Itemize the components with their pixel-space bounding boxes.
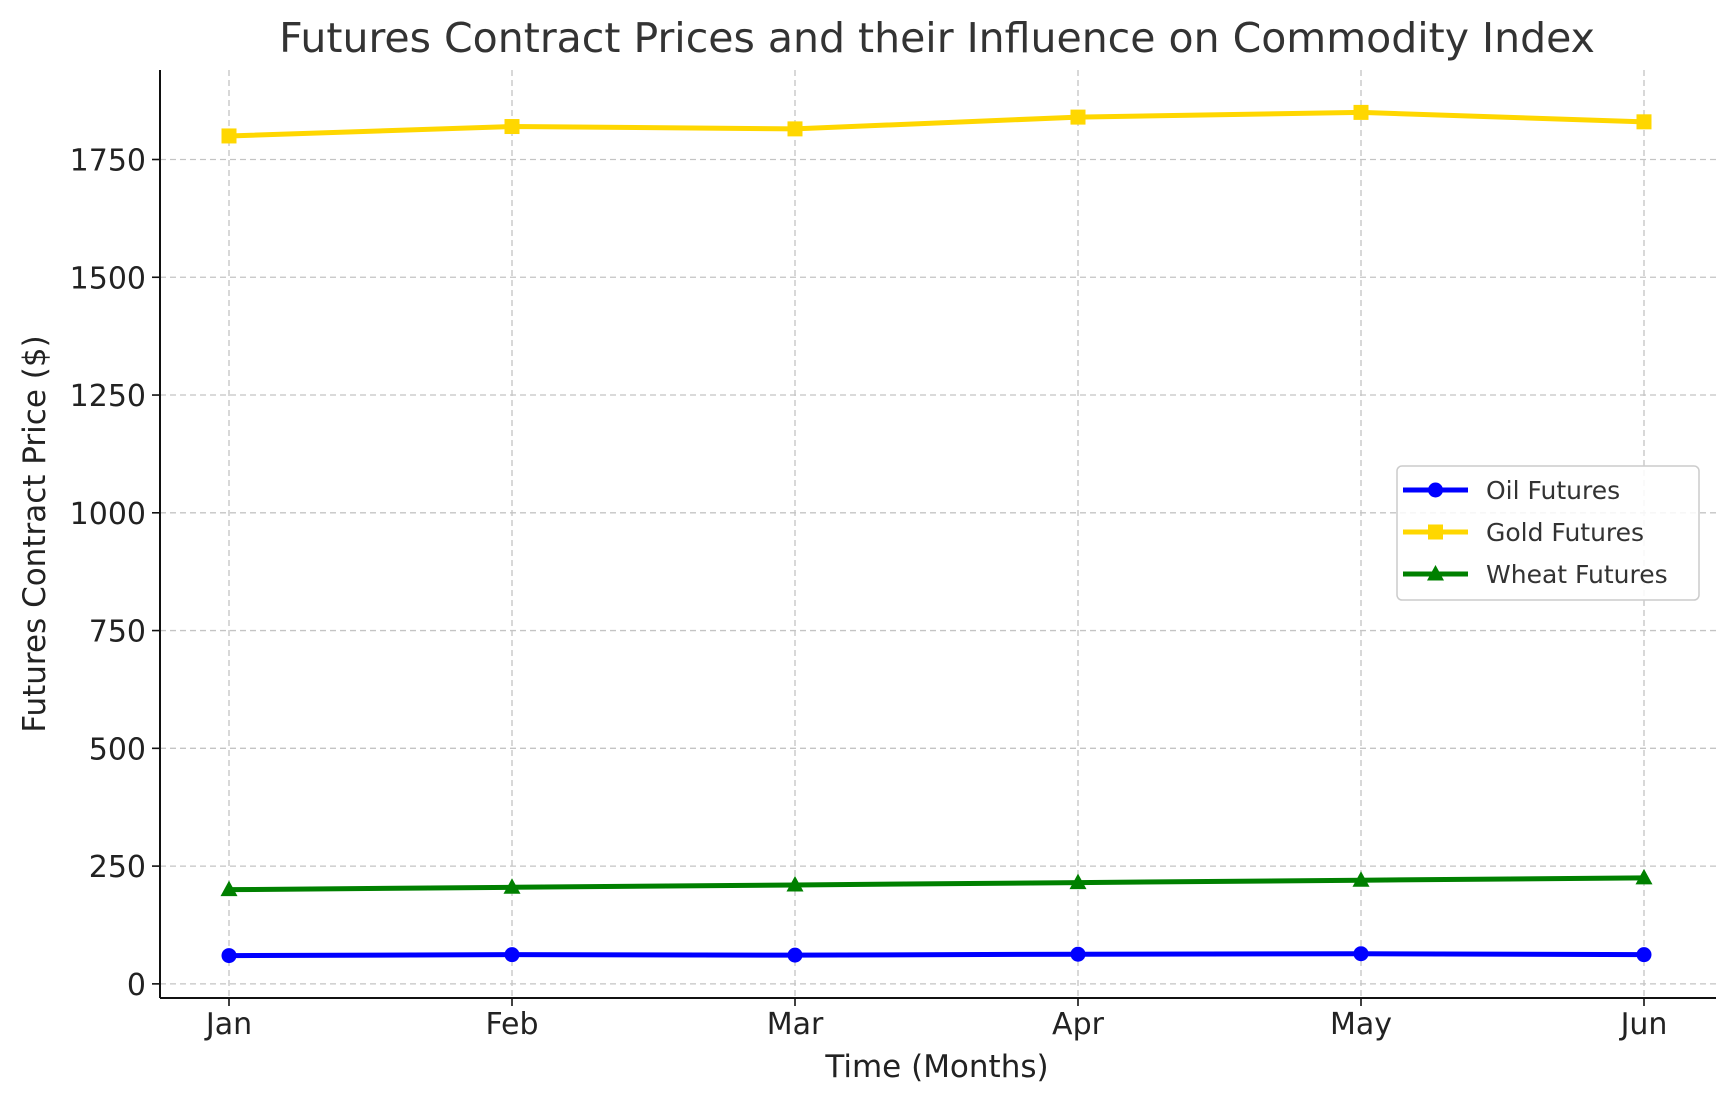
- legend: Oil Futures Gold Futures Wheat Futures: [1396, 465, 1700, 601]
- y-tick-label: 250: [89, 850, 146, 885]
- oil-futures-point: [1353, 946, 1369, 962]
- oil-futures-series: [221, 946, 1652, 964]
- wheat-futures-series: [220, 868, 1653, 897]
- gold-futures-line: [226, 109, 1647, 139]
- gold-futures-point: [221, 128, 237, 144]
- legend-item-wheat-futures: Wheat Futures: [1403, 560, 1668, 589]
- gold-futures-point: [1636, 114, 1652, 130]
- legend-marker-wheat-futures: [1427, 565, 1444, 581]
- y-tick-label: 750: [89, 615, 146, 650]
- legend-label-wheat-futures: Wheat Futures: [1486, 560, 1668, 589]
- y-tick-label: 0: [127, 968, 146, 1003]
- oil-futures-point: [1636, 947, 1652, 963]
- legend-item-oil-futures: Oil Futures: [1403, 476, 1620, 505]
- y-tick-label: 1750: [70, 144, 146, 179]
- wheat-futures-point: [1069, 873, 1087, 890]
- oil-futures-point: [787, 947, 803, 963]
- wheat-futures-point: [786, 875, 804, 892]
- x-tick-label: Jan: [204, 1007, 252, 1042]
- y-tick-label: 1500: [70, 261, 146, 296]
- series-layer: [220, 104, 1653, 964]
- gold-futures-point: [1070, 109, 1086, 125]
- x-tick-label: Apr: [1052, 1007, 1105, 1042]
- gold-futures-series: [221, 104, 1652, 144]
- y-tick-label: 1000: [70, 497, 146, 532]
- legend-label-oil-futures: Oil Futures: [1486, 476, 1620, 505]
- gold-futures-point: [1353, 104, 1369, 120]
- axes: [159, 70, 1716, 999]
- x-tick-label: May: [1330, 1007, 1392, 1042]
- legend-marker-oil-futures: [1428, 482, 1443, 498]
- legend-item-gold-futures: Gold Futures: [1403, 518, 1644, 547]
- wheat-futures-point: [1352, 871, 1370, 887]
- wheat-futures-point: [1635, 868, 1653, 885]
- legend-label-gold-futures: Gold Futures: [1486, 518, 1644, 547]
- oil-futures-line: [226, 951, 1647, 959]
- y-axis-label: Futures Contract Price ($): [17, 335, 53, 732]
- x-axis-label: Time (Months): [824, 1049, 1048, 1085]
- legend-marker-gold-futures: [1428, 524, 1443, 540]
- oil-futures-point: [504, 947, 520, 963]
- x-tick-label: Jun: [1619, 1007, 1668, 1042]
- x-ticks: Jan Feb Mar Apr May Jun: [204, 998, 1668, 1042]
- gold-futures-point: [787, 121, 803, 137]
- wheat-futures-line: [226, 875, 1647, 893]
- legend-box: [1396, 465, 1700, 601]
- chart-title: Futures Contract Prices and their Influe…: [279, 14, 1595, 62]
- y-tick-label: 1250: [70, 379, 146, 414]
- x-tick-label: Feb: [485, 1007, 538, 1042]
- wheat-futures-point: [220, 880, 238, 897]
- oil-futures-point: [221, 948, 237, 964]
- gold-futures-point: [504, 119, 520, 135]
- wheat-futures-point: [503, 878, 521, 894]
- x-tick-label: Mar: [767, 1007, 824, 1042]
- y-ticks: 0 250 500 750 1000 1250 1500 1750: [70, 144, 160, 1003]
- y-tick-label: 500: [89, 732, 146, 767]
- oil-futures-point: [1070, 946, 1086, 962]
